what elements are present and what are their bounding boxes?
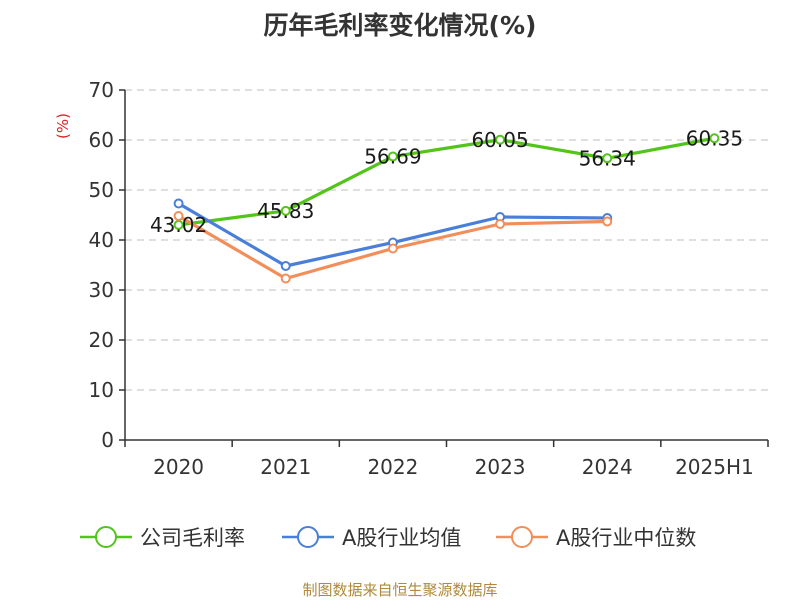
- legend-label: A股行业均值: [342, 526, 461, 550]
- data-point: [173, 211, 184, 221]
- x-tick-label: 2023: [475, 455, 526, 479]
- y-tick-label: 60: [89, 128, 114, 152]
- x-tick-label: 2021: [260, 455, 311, 479]
- data-point: [495, 219, 506, 229]
- data-point: [709, 133, 720, 144]
- source-note: 制图数据来自恒生聚源数据库: [302, 581, 497, 599]
- data-label: 60.35: [686, 126, 743, 150]
- legend-marker: [511, 526, 533, 548]
- y-tick-label: 20: [89, 328, 114, 352]
- data-label: 45.83: [257, 199, 314, 223]
- data-point: [280, 273, 291, 284]
- y-tick-label: 0: [101, 428, 114, 452]
- data-point: [387, 151, 398, 162]
- chart-title: 历年毛利率变化情况(%): [264, 11, 537, 40]
- legend-label: 公司毛利率: [140, 526, 245, 550]
- data-point: [495, 134, 506, 145]
- y-tick-label: 30: [89, 278, 114, 302]
- legend-marker: [297, 526, 319, 548]
- data-label: 56.69: [364, 145, 421, 169]
- legend: 公司毛利率 A股行业均值 A股行业中位数: [80, 526, 696, 550]
- y-tick-label: 70: [89, 78, 114, 102]
- y-tick-label: 50: [89, 178, 114, 202]
- data-label: 56.34: [579, 146, 636, 170]
- data-point: [602, 216, 613, 227]
- x-tick-label: 2022: [367, 455, 418, 479]
- legend-label: A股行业中位数: [556, 526, 696, 550]
- y-tick-label: 10: [89, 378, 114, 402]
- data-label: 43.02: [150, 213, 207, 237]
- x-tick-label: 2024: [582, 455, 633, 479]
- axes: 0 10 20 30 40 50 60 70 2020 2021 2022 2023 2024 2025H…: [89, 78, 769, 479]
- data-point: [602, 153, 613, 164]
- data-point: [173, 198, 184, 209]
- series-line-1: [178, 136, 715, 227]
- y-tick-label: 40: [89, 228, 114, 252]
- x-tick-label: 2020: [153, 455, 204, 479]
- data-label: 60.05: [471, 128, 528, 152]
- x-tick-label: 2025H1: [675, 455, 754, 479]
- data-point: [280, 261, 291, 271]
- data-labels: 43.02 45.83 56.69 60.05 56.34 60.35: [150, 126, 743, 237]
- series: [173, 133, 720, 284]
- data-point: [387, 243, 398, 254]
- data-point: [280, 205, 291, 216]
- y-axis-label: (%): [54, 113, 72, 139]
- legend-marker: [95, 526, 117, 548]
- series-line-2: [177, 202, 608, 268]
